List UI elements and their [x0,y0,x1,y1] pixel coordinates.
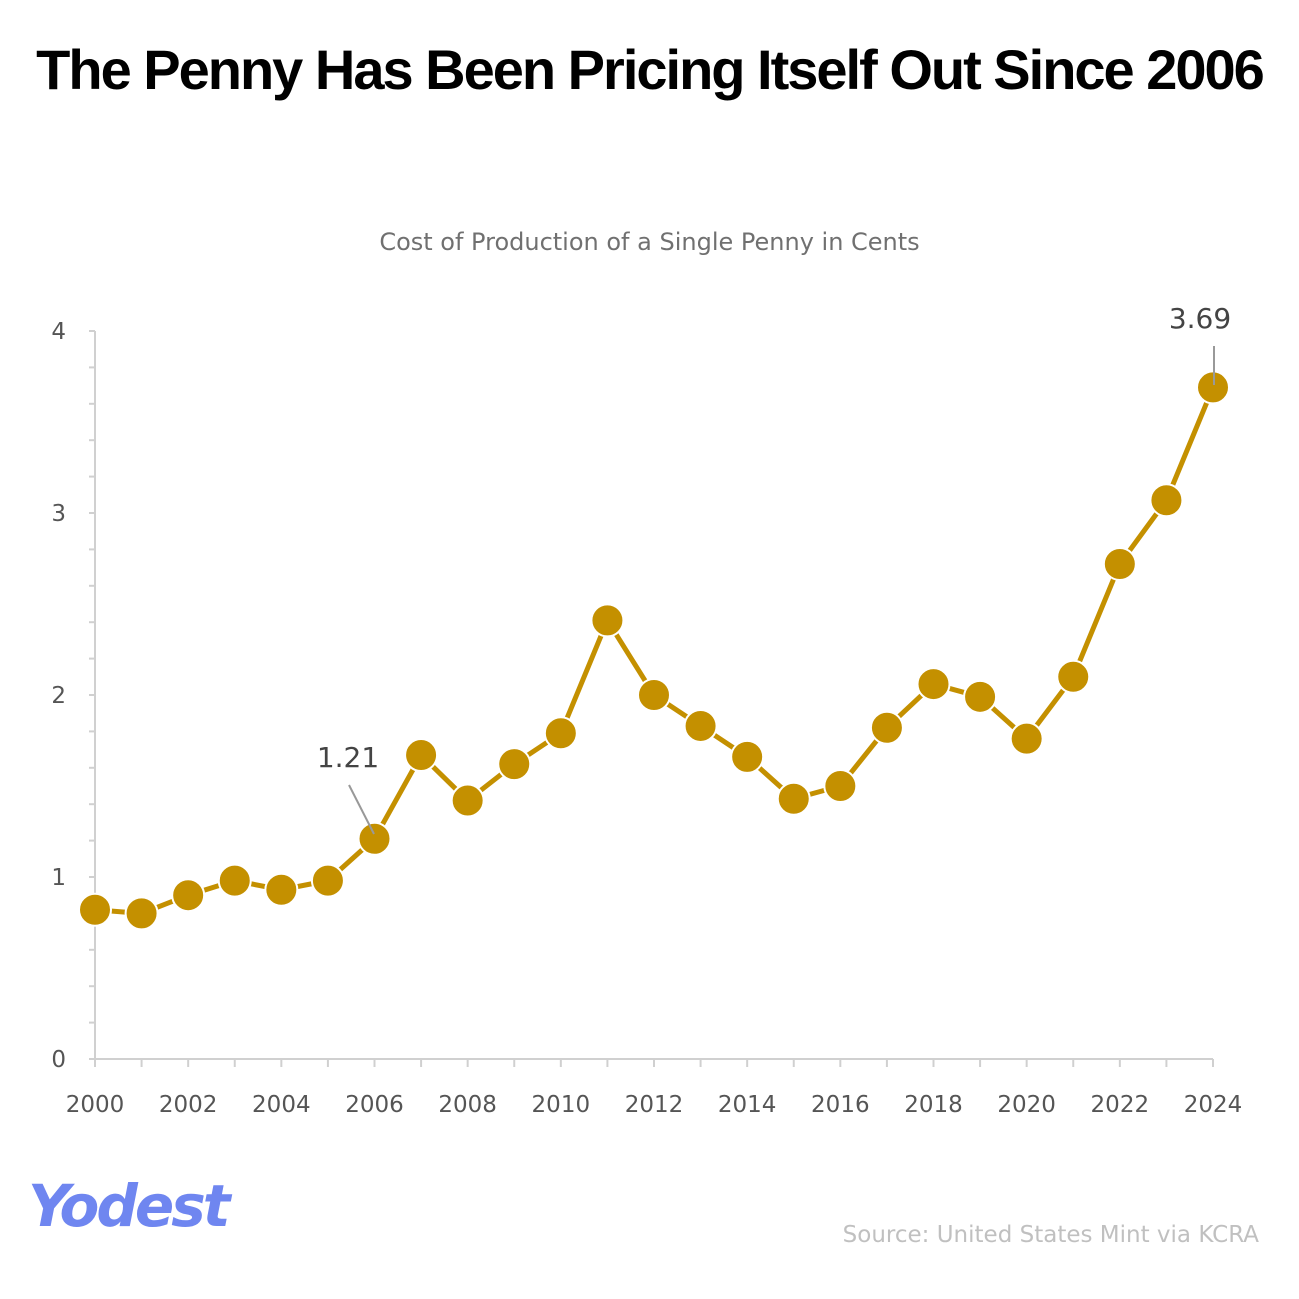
x-tick-label: 2024 [1184,1092,1243,1118]
x-tick-label: 2010 [532,1092,591,1118]
data-point [357,821,392,856]
data-point [1102,546,1137,581]
data-point [637,678,671,712]
x-tick-label: 2004 [252,1092,311,1118]
data-point [823,769,858,803]
x-tick-label: 2022 [1091,1092,1150,1118]
data-point [497,747,532,782]
data-point [916,667,951,702]
x-tick-label: 2006 [345,1092,404,1118]
data-label: 3.69 [1169,302,1231,335]
series-line [94,386,1216,916]
data-point [78,892,112,927]
data-point [590,603,625,638]
data-point [776,781,811,816]
data-point [217,863,252,898]
data-point [1009,721,1044,756]
x-tick-label: 2002 [159,1092,218,1118]
x-tick-label: 2000 [66,1092,125,1118]
source-note: Source: United States Mint via KCRA [842,1222,1259,1248]
y-tick-label: 3 [51,501,66,527]
y-tick-label: 0 [51,1047,66,1073]
data-point [1056,659,1091,694]
data-point [543,716,578,751]
data-point [310,863,345,898]
y-tick-label: 2 [51,683,66,709]
x-tick-label: 2020 [997,1092,1056,1118]
data-point [1149,483,1184,518]
x-tick-label: 2014 [718,1092,777,1118]
chart-title: The Penny Has Been Pricing Itself Out Si… [36,38,1265,101]
yodest-logo: Yodest [28,1172,230,1240]
annotation-leader-line [348,784,375,835]
data-point [450,783,485,818]
data-point [869,710,904,745]
x-tick-label: 2016 [811,1092,870,1118]
y-tick-label: 4 [51,319,66,345]
data-point [730,739,765,774]
data-point [171,878,206,913]
data-point [124,896,159,931]
data-label: 1.21 [317,741,379,774]
x-tick-label: 2012 [625,1092,684,1118]
data-point [683,708,718,743]
data-point [963,679,998,714]
data-point [404,738,439,773]
chart-subtitle: Cost of Production of a Single Penny in … [379,228,920,256]
y-tick-label: 1 [51,865,66,891]
data-point [264,872,299,907]
x-tick-label: 2018 [904,1092,963,1118]
x-tick-label: 2008 [438,1092,497,1118]
